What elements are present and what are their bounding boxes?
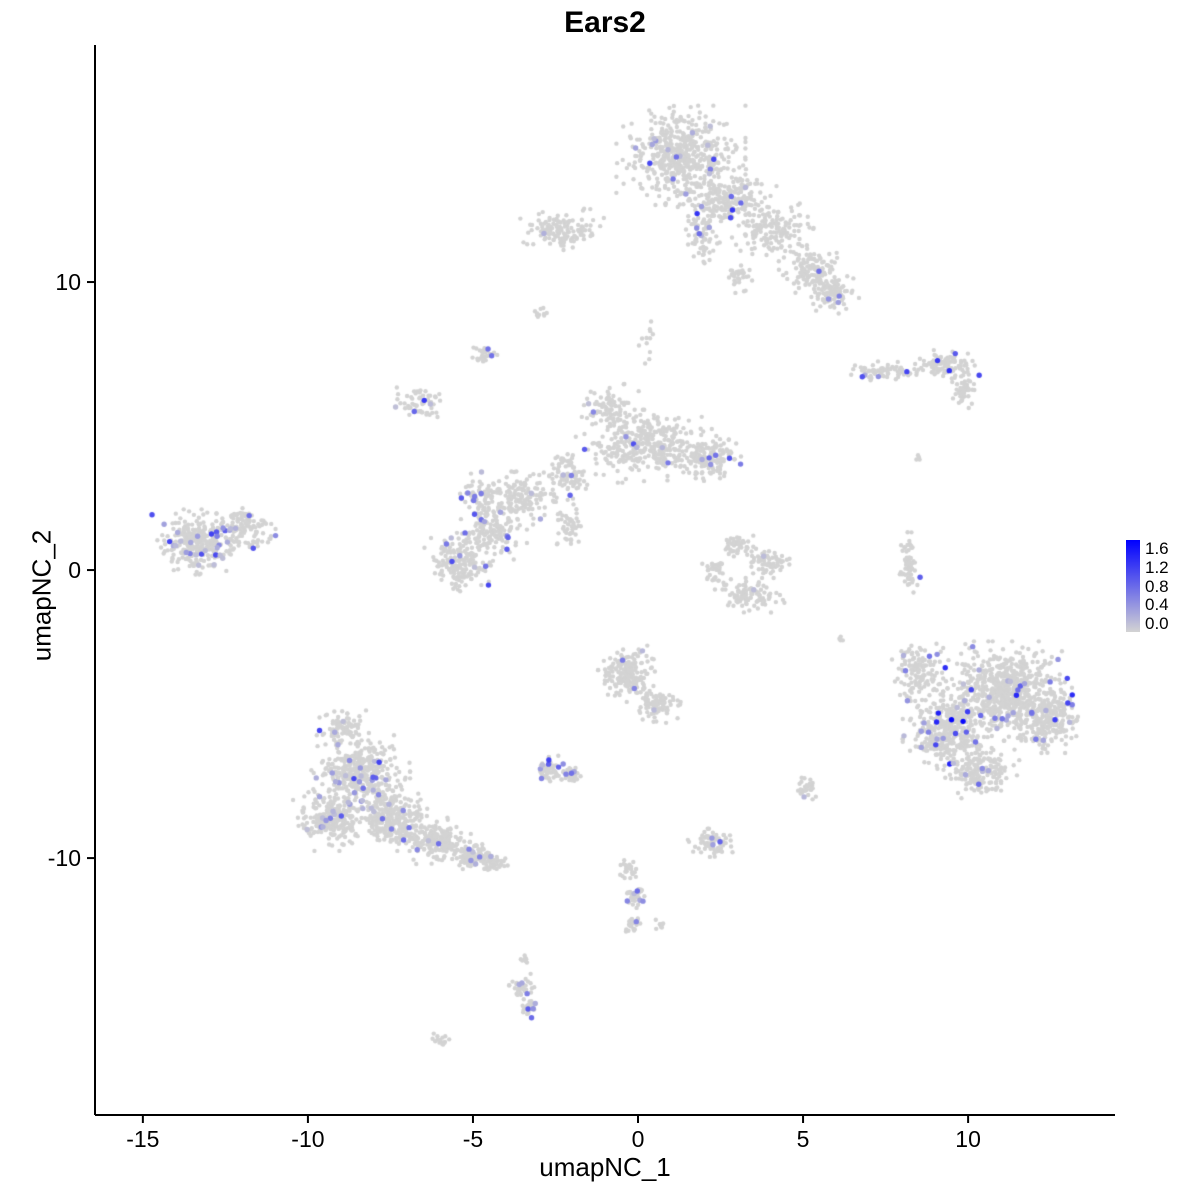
x-axis-label: umapNC_1 bbox=[539, 1152, 671, 1182]
y-tick-label: 10 bbox=[55, 269, 81, 295]
legend-tick-label: 1.2 bbox=[1145, 557, 1169, 577]
legend-tick-label: 0.0 bbox=[1145, 614, 1169, 633]
x-tick-label: -15 bbox=[126, 1126, 159, 1152]
y-axis-label: umapNC_2 bbox=[26, 529, 57, 662]
legend-tick-label: 0.4 bbox=[1145, 595, 1169, 615]
legend-labels: 1.6 1.2 0.8 0.4 0.0 bbox=[1145, 540, 1169, 632]
legend: 1.6 1.2 0.8 0.4 0.0 bbox=[1126, 540, 1169, 632]
legend-tick-label: 1.6 bbox=[1145, 539, 1169, 558]
x-tick-label: -10 bbox=[291, 1126, 324, 1152]
legend-tick-label: 0.8 bbox=[1145, 576, 1169, 596]
x-tick-label: 10 bbox=[955, 1126, 981, 1152]
x-tick-label: 5 bbox=[797, 1126, 810, 1152]
y-tick-label: 0 bbox=[68, 557, 81, 583]
y-tick-label: -10 bbox=[48, 845, 81, 871]
x-tick-label: -5 bbox=[463, 1126, 483, 1152]
legend-gradient-bar bbox=[1126, 540, 1140, 632]
x-tick-label: 0 bbox=[632, 1126, 645, 1152]
